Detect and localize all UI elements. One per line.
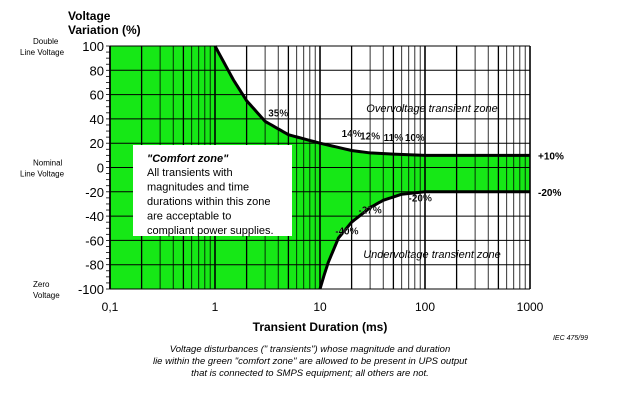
y-tick-label: -100 <box>78 282 104 297</box>
end-label-upper: +10% <box>538 151 564 162</box>
comfort-zone-text: All transients with <box>147 167 233 179</box>
y-axis-title: Variation (%) <box>68 23 141 37</box>
y-tick-label: 40 <box>90 112 104 127</box>
comfort-zone-text: durations within this zone <box>147 196 271 208</box>
caption-line: that is connected to SMPS equipment; all… <box>191 368 429 379</box>
comfort-zone-box <box>133 145 292 236</box>
y-tick-label: 100 <box>82 39 104 54</box>
y-side-label: Line Voltage <box>20 48 65 57</box>
point-label: -27% <box>358 206 381 217</box>
x-tick-label: 0,1 <box>102 300 119 314</box>
undervoltage-zone-label: Undervoltage transient zone <box>363 249 501 261</box>
overvoltage-zone-label: Overvoltage transient zone <box>366 103 497 115</box>
caption-line: Voltage disturbances (" transients") who… <box>170 344 450 355</box>
y-side-label: Voltage <box>33 291 60 300</box>
x-tick-label: 10 <box>313 300 327 314</box>
y-tick-label: 20 <box>90 136 104 151</box>
point-label: 10% <box>405 133 425 144</box>
series-lower-limit <box>318 190 530 290</box>
y-tick-label: -20 <box>85 185 104 200</box>
y-tick-label: -40 <box>85 209 104 224</box>
y-side-label: Double <box>33 37 59 46</box>
point-label: 14% <box>342 129 362 140</box>
point-label: -20% <box>409 194 432 205</box>
y-side-label: Zero <box>33 280 50 289</box>
comfort-zone-title: "Comfort zone" <box>147 153 229 165</box>
point-label: -40% <box>335 226 358 237</box>
y-tick-label: 80 <box>90 63 104 78</box>
y-tick-label: 60 <box>90 88 104 103</box>
y-tick-label: -80 <box>85 258 104 273</box>
point-label: 11% <box>384 133 404 144</box>
x-tick-label: 100 <box>415 300 435 314</box>
y-axis-title: Voltage <box>68 9 111 23</box>
end-label-lower: -20% <box>538 188 561 199</box>
series-upper-limit <box>213 45 530 157</box>
caption-line: lie within the green "comfort zone" are … <box>153 356 467 367</box>
comfort-zone-text: magnitudes and time <box>147 182 249 194</box>
y-tick-label: -60 <box>85 233 104 248</box>
source-label: IEC 475/99 <box>553 335 588 342</box>
comfort-zone-text: are acceptable to <box>147 211 231 223</box>
point-label: 12% <box>360 132 380 143</box>
x-tick-label: 1 <box>212 300 219 314</box>
comfort-zone-text: compliant power supplies. <box>147 225 274 237</box>
y-tick-label: 0 <box>97 161 104 176</box>
y-side-label: Line Voltage <box>20 170 65 179</box>
point-label: 35% <box>268 108 288 119</box>
y-side-label: Nominal <box>33 159 63 168</box>
x-tick-label: 1000 <box>517 300 544 314</box>
x-axis-title: Transient Duration (ms) <box>253 320 388 334</box>
